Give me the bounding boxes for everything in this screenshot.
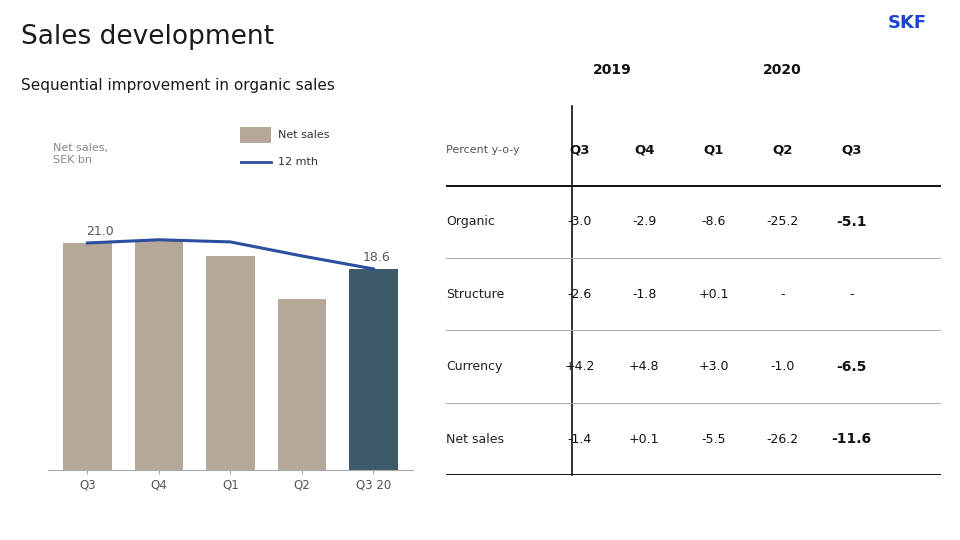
Text: Sequential improvement in organic sales: Sequential improvement in organic sales [21, 78, 335, 93]
Text: -25.2: -25.2 [766, 215, 799, 228]
Text: -5.5: -5.5 [701, 433, 726, 446]
Text: -2.9: -2.9 [632, 215, 657, 228]
Text: -: - [850, 288, 854, 301]
Text: Q2: Q2 [773, 143, 793, 156]
Text: Currency: Currency [446, 360, 503, 373]
Text: Q3: Q3 [569, 143, 590, 156]
Text: -8.6: -8.6 [701, 215, 726, 228]
Bar [206, 256, 254, 470]
Bar [134, 241, 183, 470]
Text: -26.2: -26.2 [766, 433, 799, 446]
Text: SKF: SKF [887, 14, 926, 31]
Text: Structure: Structure [446, 288, 505, 301]
Text: -: - [780, 288, 785, 301]
Text: Net sales: Net sales [446, 433, 504, 446]
Text: -5.1: -5.1 [836, 215, 867, 229]
Bar [63, 243, 111, 470]
Text: Percent y-o-y: Percent y-o-y [446, 145, 520, 154]
Text: 2020: 2020 [763, 63, 802, 77]
Text: 18.6: 18.6 [363, 251, 391, 264]
Text: -1.4: -1.4 [567, 433, 592, 446]
Text: +4.8: +4.8 [629, 360, 660, 373]
Text: -3.0: -3.0 [567, 215, 592, 228]
Bar [240, 127, 271, 143]
Text: 21.0: 21.0 [85, 225, 113, 238]
Text: Net sales,
SEK bn: Net sales, SEK bn [53, 143, 108, 165]
Text: -1.0: -1.0 [771, 360, 795, 373]
Text: Q3: Q3 [842, 143, 862, 156]
Text: 2019: 2019 [592, 63, 632, 77]
Text: Q4: Q4 [634, 143, 655, 156]
Text: +0.1: +0.1 [698, 288, 729, 301]
Text: Sales development: Sales development [21, 24, 275, 50]
Text: -2.6: -2.6 [567, 288, 592, 301]
Text: +3.0: +3.0 [698, 360, 729, 373]
Text: Net sales: Net sales [278, 130, 329, 140]
Text: +0.1: +0.1 [629, 433, 660, 446]
Text: -11.6: -11.6 [831, 432, 872, 446]
Text: +4.2: +4.2 [564, 360, 595, 373]
Text: Q1: Q1 [703, 143, 724, 156]
Bar [277, 299, 326, 470]
Text: Organic: Organic [446, 215, 495, 228]
Bar [349, 269, 397, 470]
Text: -6.5: -6.5 [836, 360, 867, 374]
Text: -1.8: -1.8 [632, 288, 657, 301]
Text: 12 mth: 12 mth [278, 157, 318, 167]
